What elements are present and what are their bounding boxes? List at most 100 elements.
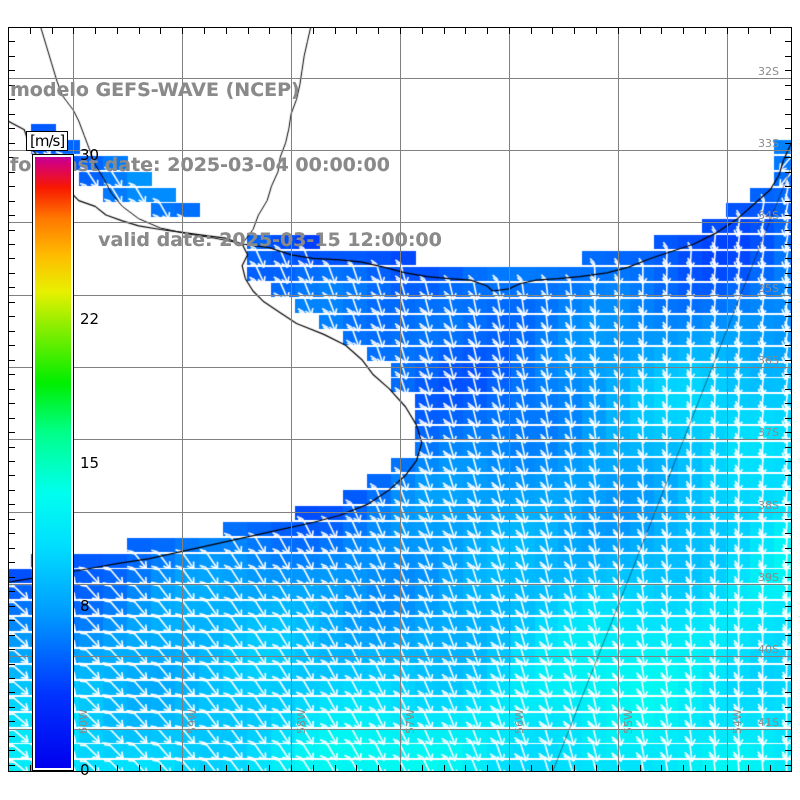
axis-tick xyxy=(785,490,792,491)
axis-tick xyxy=(8,172,15,173)
axis-tick xyxy=(8,41,15,42)
axis-tick xyxy=(73,765,74,772)
axis-tick xyxy=(785,707,792,708)
gridline-lat-33S xyxy=(8,150,792,151)
axis-tick xyxy=(785,215,792,216)
axis-tick xyxy=(705,765,706,772)
axis-tick xyxy=(785,461,792,462)
axis-tick xyxy=(8,721,15,722)
gridline-lat-39S xyxy=(8,584,792,585)
lat-label-39S: 39S xyxy=(758,570,779,584)
axis-tick xyxy=(8,331,15,332)
axis-tick xyxy=(8,244,15,245)
axis-tick xyxy=(661,765,662,772)
axis-tick xyxy=(269,27,270,34)
axis-tick xyxy=(785,345,792,346)
axis-tick xyxy=(785,70,792,71)
lat-label-38S: 38S xyxy=(758,498,779,512)
axis-tick xyxy=(8,649,15,650)
map-plot-area[interactable] xyxy=(8,27,792,772)
lat-label-35S: 35S xyxy=(758,281,779,295)
axis-tick xyxy=(785,533,792,534)
axis-tick xyxy=(335,765,336,772)
axis-tick xyxy=(785,620,792,621)
axis-tick xyxy=(785,244,792,245)
axis-tick xyxy=(785,157,792,158)
axis-tick xyxy=(618,27,619,34)
axis-tick xyxy=(8,360,15,361)
axis-tick xyxy=(291,765,292,772)
axis-tick xyxy=(8,548,15,549)
axis-tick xyxy=(770,765,771,772)
axis-tick xyxy=(8,475,15,476)
axis-tick xyxy=(785,447,792,448)
axis-tick xyxy=(785,692,792,693)
colorbar-tick-15: 15 xyxy=(80,453,100,472)
axis-tick xyxy=(785,85,792,86)
lon-label-57W: 57W xyxy=(404,709,417,734)
axis-tick xyxy=(335,27,336,34)
lon-label-56W: 56W xyxy=(512,709,526,734)
axis-tick xyxy=(8,258,15,259)
axis-tick xyxy=(785,635,792,636)
axis-tick xyxy=(785,548,792,549)
axis-tick xyxy=(509,27,510,34)
axis-tick xyxy=(182,27,183,34)
axis-tick xyxy=(8,504,15,505)
axis-tick xyxy=(785,389,792,390)
lon-label-60W: 60W xyxy=(77,709,91,734)
colorbar[interactable] xyxy=(32,154,74,771)
axis-tick xyxy=(785,750,792,751)
axis-tick xyxy=(8,490,15,491)
gridline-lat-37S xyxy=(8,439,792,440)
axis-tick xyxy=(422,765,423,772)
axis-tick xyxy=(8,27,9,34)
axis-tick xyxy=(8,750,15,751)
axis-tick xyxy=(8,85,15,86)
colorbar-tick-8: 8 xyxy=(80,597,90,615)
axis-tick xyxy=(8,765,9,772)
axis-tick xyxy=(8,345,15,346)
axis-tick xyxy=(785,331,792,332)
axis-tick xyxy=(727,765,728,772)
axis-tick xyxy=(785,114,792,115)
axis-tick xyxy=(139,765,140,772)
axis-tick xyxy=(618,765,619,772)
axis-tick xyxy=(748,27,749,34)
axis-tick xyxy=(8,114,15,115)
lat-label-41S: 41S xyxy=(758,715,779,729)
axis-tick xyxy=(465,27,466,34)
axis-tick xyxy=(52,27,53,34)
lon-label-55W: 55W xyxy=(621,709,635,734)
axis-tick xyxy=(30,27,31,34)
gridline-lat-34S xyxy=(8,222,792,223)
axis-tick xyxy=(785,591,792,592)
axis-tick xyxy=(785,765,792,766)
lat-label-34S: 34S xyxy=(758,209,779,223)
axis-tick xyxy=(160,765,161,772)
axis-tick xyxy=(785,475,792,476)
lon-label-59W: 59W xyxy=(186,709,200,734)
axis-tick xyxy=(785,374,792,375)
axis-tick xyxy=(182,765,183,772)
axis-tick xyxy=(8,736,15,737)
axis-tick xyxy=(596,765,597,772)
axis-tick xyxy=(661,27,662,34)
axis-tick xyxy=(8,273,15,274)
axis-tick xyxy=(785,27,792,28)
gridline-lon-55W xyxy=(618,27,619,772)
axis-tick xyxy=(226,765,227,772)
axis-tick xyxy=(8,432,15,433)
axis-tick xyxy=(8,389,15,390)
axis-tick xyxy=(378,765,379,772)
gridline-lat-35S xyxy=(8,295,792,296)
lat-label-32S: 32S xyxy=(758,64,779,78)
axis-tick xyxy=(444,27,445,34)
axis-tick xyxy=(73,27,74,34)
axis-tick xyxy=(531,27,532,34)
axis-tick xyxy=(785,649,792,650)
axis-tick xyxy=(8,533,15,534)
axis-tick xyxy=(8,519,15,520)
axis-tick xyxy=(640,27,641,34)
axis-tick xyxy=(785,128,792,129)
